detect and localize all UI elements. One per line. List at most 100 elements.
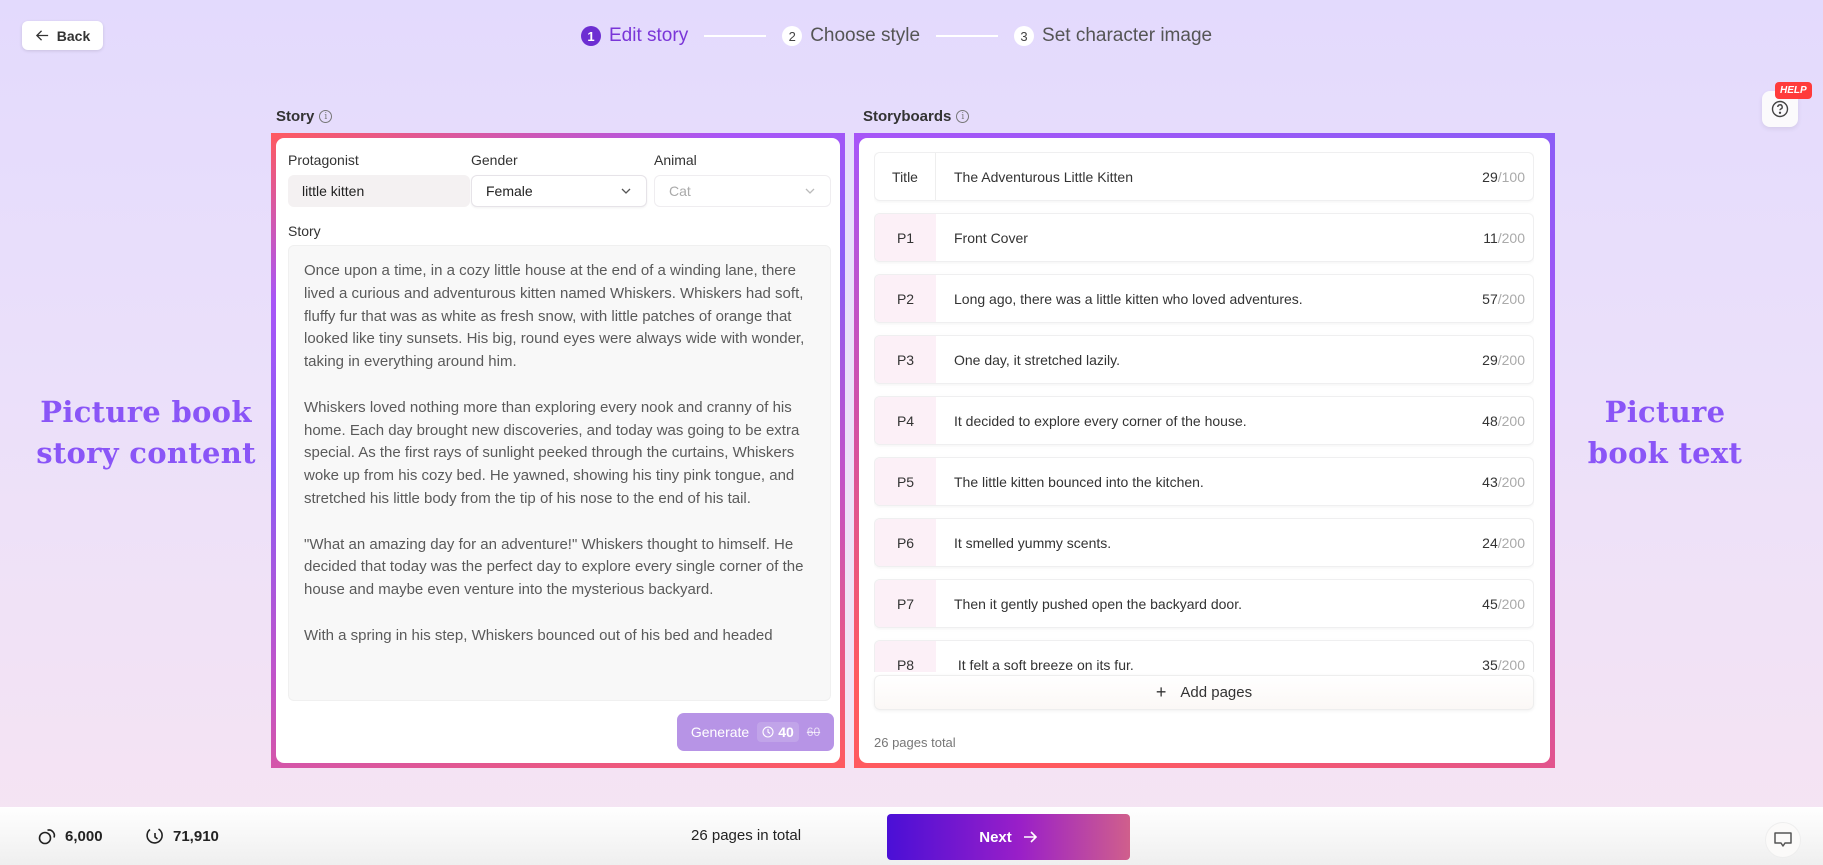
row-text[interactable]: The little kitten bounced into the kitch… [954, 473, 1204, 490]
annotation-book-text: Picture book text [1587, 395, 1743, 470]
info-icon[interactable]: i [956, 110, 970, 123]
step-number: 2 [782, 26, 803, 46]
chevron-down-icon [621, 188, 631, 194]
row-tag: P2 [875, 275, 936, 322]
pages-total-count: 26 pages total [874, 735, 956, 750]
arrow-right-icon [1023, 831, 1037, 843]
time-credits-stat: 71,910 [145, 826, 219, 846]
generate-cost: 40 [778, 724, 794, 740]
char-count: 48/200 [1482, 412, 1525, 429]
chat-bubble-icon [1774, 832, 1792, 847]
row-text[interactable]: It smelled yummy scents. [954, 534, 1112, 551]
story-panel-frame: Protagonist Gender Animal little kitten … [271, 133, 845, 768]
step-number: 3 [1014, 26, 1035, 46]
row-tag: Title [875, 153, 936, 200]
gender-value: Female [486, 183, 533, 199]
story-section-title: Story i [276, 108, 333, 125]
char-count: 29/100 [1482, 168, 1525, 185]
story-paragraph: Whiskers loved nothing more than explori… [304, 398, 800, 507]
back-button[interactable]: Back [22, 21, 103, 50]
storyboard-row[interactable]: P3 One day, it stretched lazily. 29/200 [874, 335, 1534, 384]
step-set-character-image[interactable]: 3 Set character image [1014, 25, 1212, 47]
storyboard-row[interactable]: P4 It decided to explore every corner of… [874, 396, 1534, 445]
clock-icon [146, 828, 163, 844]
help-badge: HELP [1775, 82, 1812, 99]
storyboards-section-title: Storyboards i [863, 108, 970, 125]
chat-feedback-button[interactable] [1765, 822, 1801, 858]
chevron-down-icon [805, 188, 815, 194]
story-paragraph: With a spring in his step, Whiskers boun… [304, 626, 773, 644]
protagonist-input[interactable]: little kitten [288, 175, 470, 207]
row-tag: P3 [875, 336, 936, 383]
row-text[interactable]: One day, it stretched lazily. [954, 351, 1120, 368]
char-count: 29/200 [1482, 351, 1525, 368]
row-text[interactable]: It felt a soft breeze on its fur. [954, 656, 1134, 673]
story-panel: Protagonist Gender Animal little kitten … [276, 138, 840, 763]
row-text[interactable]: The Adventurous Little Kitten [954, 168, 1133, 185]
animal-select[interactable]: Cat [654, 175, 831, 207]
gender-label: Gender [471, 152, 518, 168]
row-tag: P1 [875, 214, 936, 261]
step-choose-style[interactable]: 2 Choose style [782, 25, 920, 47]
step-label: Edit story [609, 25, 689, 46]
arrow-left-icon [35, 30, 48, 41]
storyboard-row-title[interactable]: Title The Adventurous Little Kitten 29/1… [874, 152, 1534, 201]
step-label: Set character image [1042, 25, 1213, 46]
char-count: 43/200 [1482, 473, 1525, 490]
step-label: Choose style [810, 25, 921, 46]
protagonist-value: little kitten [302, 183, 365, 199]
storyboards-section-label: Storyboards [863, 108, 952, 125]
storyboard-list[interactable]: Title The Adventurous Little Kitten 29/1… [874, 152, 1534, 672]
storyboard-row[interactable]: P7 Then it gently pushed open the backya… [874, 579, 1534, 628]
animal-value: Cat [669, 183, 691, 199]
story-textarea[interactable]: Once upon a time, in a cozy little house… [288, 245, 831, 701]
pages-in-total: 26 pages in total [691, 827, 802, 844]
back-label: Back [56, 27, 91, 44]
storyboard-row[interactable]: P6 It smelled yummy scents. 24/200 [874, 518, 1534, 567]
storyboard-row[interactable]: P8 It felt a soft breeze on its fur. 35/… [874, 640, 1534, 672]
gender-select[interactable]: Female [471, 175, 647, 207]
coins-icon [38, 829, 56, 845]
storyboards-panel-frame: Title The Adventurous Little Kitten 29/1… [854, 133, 1555, 768]
storyboard-row[interactable]: P1 Front Cover 11/200 [874, 213, 1534, 262]
row-text[interactable]: Then it gently pushed open the backyard … [954, 595, 1242, 612]
storyboard-row[interactable]: P2 Long ago, there was a little kitten w… [874, 274, 1534, 323]
animal-label: Animal [654, 152, 697, 168]
step-connector [704, 35, 767, 37]
char-count: 57/200 [1482, 290, 1525, 307]
story-label: Story [288, 223, 321, 239]
protagonist-label: Protagonist [288, 152, 359, 168]
row-text[interactable]: Long ago, there was a little kitten who … [954, 290, 1303, 307]
add-pages-button[interactable]: + Add pages [874, 675, 1534, 710]
row-tag: P4 [875, 397, 936, 444]
row-tag: P5 [875, 458, 936, 505]
annotation-story-content: Picture book story content [36, 395, 256, 470]
story-section-label: Story [276, 108, 315, 125]
char-count: 45/200 [1482, 595, 1525, 612]
row-tag: P8 [875, 641, 936, 672]
add-pages-label: Add pages [1180, 684, 1253, 701]
story-paragraph: "What an amazing day for an adventure!" … [304, 535, 804, 599]
step-edit-story[interactable]: 1 Edit story [581, 25, 688, 47]
generate-button[interactable]: Generate 40 60 [677, 713, 834, 751]
generate-cost-original: 60 [806, 725, 821, 739]
clock-credit-icon [762, 726, 774, 738]
next-label: Next [979, 828, 1012, 846]
question-circle-icon [1771, 100, 1789, 118]
credits-value: 6,000 [65, 827, 103, 845]
row-text[interactable]: Front Cover [954, 229, 1028, 246]
story-paragraph: Once upon a time, in a cozy little house… [304, 262, 805, 371]
step-connector [936, 35, 999, 37]
next-button[interactable]: Next [887, 814, 1130, 860]
time-credits-value: 71,910 [173, 827, 219, 845]
step-number: 1 [581, 26, 601, 46]
row-tag: P6 [875, 519, 936, 566]
generate-label: Generate [690, 724, 750, 740]
char-count: 11/200 [1483, 229, 1525, 246]
stepper: 1 Edit story 2 Choose style 3 Set charac… [581, 22, 1212, 50]
row-text[interactable]: It decided to explore every corner of th… [954, 412, 1247, 429]
storyboard-row[interactable]: P5 The little kitten bounced into the ki… [874, 457, 1534, 506]
credits-stat: 6,000 [37, 826, 103, 846]
char-count: 35/200 [1482, 656, 1525, 673]
info-icon[interactable]: i [319, 110, 333, 123]
